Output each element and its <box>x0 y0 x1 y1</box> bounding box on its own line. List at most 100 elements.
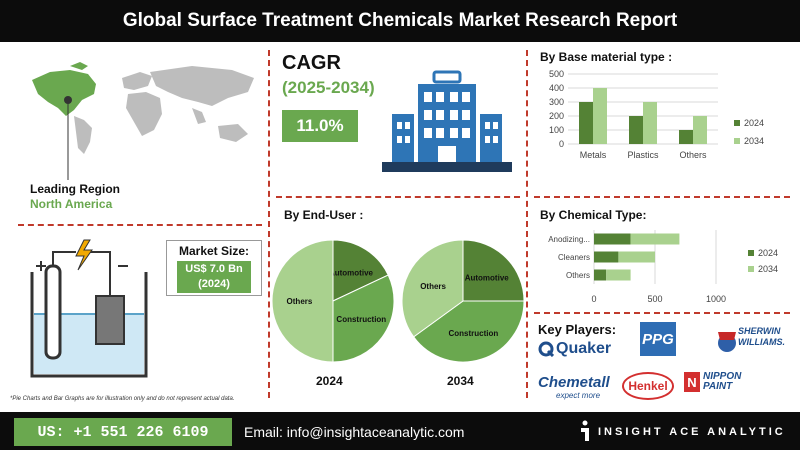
chemical-type-title: By Chemical Type: <box>540 208 647 222</box>
chemetall-logo: Chemetall expect more <box>538 374 610 400</box>
quaker-q-icon <box>538 341 554 357</box>
pie-label-construction: Construction <box>448 329 498 338</box>
pie-label-others: Others <box>420 282 446 291</box>
divider-mid-center <box>276 196 520 198</box>
divider-right <box>526 50 528 398</box>
quaker-logo-text: Quaker <box>556 340 612 357</box>
market-size-value: US$ 7.0 Bn (2024) <box>177 261 251 293</box>
x-tick-label: 1000 <box>706 294 726 304</box>
y-tick-label: 300 <box>549 97 564 107</box>
bar-others-2034 <box>606 269 631 281</box>
bar-anodizing-2024 <box>594 233 631 245</box>
y-tick-label: 500 <box>549 69 564 79</box>
bar-anodizing-2034 <box>630 233 680 245</box>
bar-cleaners-2034 <box>618 251 655 263</box>
x-tick-label: 500 <box>647 294 662 304</box>
nippon-n-icon: N <box>684 372 700 392</box>
ppg-logo: PPG <box>640 322 676 356</box>
market-size-box: Market Size: US$ 7.0 Bn (2024) <box>166 240 262 296</box>
y-tick-label: Others <box>566 271 590 280</box>
x-tick-label: 0 <box>591 294 596 304</box>
divider-lower-right <box>534 312 790 314</box>
bar-plastics-2034 <box>643 102 657 144</box>
y-tick-label: Cleaners <box>558 253 590 262</box>
bar-cleaners-2024 <box>594 251 619 263</box>
pie-slice-others <box>401 239 464 338</box>
sherwin-globe-icon <box>718 332 736 352</box>
bar-metals-2034 <box>593 88 607 144</box>
sherwin-logo-text-2: WILLIAMS. <box>738 337 785 347</box>
cagr-years: (2025-2034) <box>282 78 375 97</box>
x-tick-label: Others <box>679 150 707 160</box>
y-tick-label: 200 <box>549 111 564 121</box>
pie-slice-automotive <box>332 239 389 302</box>
pie-label-automotive: Automotive <box>329 269 374 278</box>
nippon-logo-text-1: NIPPON <box>703 371 742 382</box>
phone-contact[interactable]: US: +1 551 226 6109 <box>14 418 232 446</box>
world-map-graphic <box>32 62 254 154</box>
market-size-label: Market Size: <box>178 244 250 258</box>
key-players-title: Key Players: <box>538 322 617 337</box>
nippon-logo-text-2: PAINT <box>703 381 733 392</box>
market-size-value-amount: US$ 7.0 Bn <box>185 263 243 275</box>
quaker-logo: Quaker <box>538 340 611 358</box>
chemical-type-chart: 0 500 1000 Anodizing... Cleaners Others 2024 20… <box>548 230 778 304</box>
pie-slice-construction <box>332 274 395 363</box>
pie-2034-year: 2034 <box>447 374 474 388</box>
bar-plastics-2024 <box>629 116 643 144</box>
legend-label: 2024 <box>758 248 778 258</box>
legend-swatch-2024 <box>748 250 754 256</box>
leading-region-value: North America <box>30 197 113 211</box>
electroplating-icon <box>30 239 148 378</box>
divider-mid-right <box>534 196 790 198</box>
building-icon <box>382 70 512 172</box>
nippon-paint-logo: N NIPPON PAINT <box>684 372 741 392</box>
chemetall-logo-text: Chemetall <box>538 374 610 391</box>
pie-label-automotive: Automotive <box>465 273 510 282</box>
legend-label: 2024 <box>744 118 764 128</box>
end-user-pie-2034: Automotive Construction Others <box>401 239 525 363</box>
legend-swatch-2024 <box>734 120 740 126</box>
divider-left-mid <box>18 224 262 226</box>
y-tick-label: 400 <box>549 83 564 93</box>
bar-others-2024 <box>679 130 693 144</box>
legend-swatch-2034 <box>734 138 740 144</box>
legend-swatch-2034 <box>748 266 754 272</box>
disclaimer-note: *Pie Charts and Bar Graphs are for illus… <box>10 396 235 402</box>
pie-slice-construction <box>412 300 525 363</box>
bar-metals-2024 <box>579 102 593 144</box>
leading-region-label: Leading Region <box>30 182 120 196</box>
base-material-chart: 0 100 200 300 400 500 Metals Plastics Others 2024… <box>549 69 764 160</box>
pie-label-others: Others <box>287 297 313 306</box>
bar-others-2024 <box>594 269 607 281</box>
page-title: Global Surface Treatment Chemicals Marke… <box>0 0 800 42</box>
email-contact[interactable]: Email: info@insightaceanalytic.com <box>244 424 465 440</box>
end-user-pie-2024: Automotive Construction Others <box>271 239 395 363</box>
market-size-value-year: (2024) <box>198 278 230 290</box>
pie-slice-automotive <box>462 239 525 302</box>
chemetall-tagline: expect more <box>556 391 601 400</box>
base-material-title: By Base material type : <box>540 50 673 64</box>
cagr-value: 11.0% <box>282 110 358 142</box>
region-pointer <box>64 96 72 180</box>
divider-left <box>268 50 270 398</box>
x-tick-label: Metals <box>580 150 607 160</box>
henkel-logo: Henkel <box>622 372 674 400</box>
bar-others-2034 <box>693 116 707 144</box>
y-tick-label: 0 <box>559 139 564 149</box>
brand-name: INSIGHT ACE ANALYTIC <box>598 426 786 438</box>
legend-label: 2034 <box>758 264 778 274</box>
pie-slice-others <box>271 239 334 363</box>
pie-2024-year: 2024 <box>316 374 343 388</box>
ppg-logo-text: PPG <box>642 330 674 348</box>
cagr-label: CAGR <box>282 52 341 74</box>
sherwin-logo-text-1: SHERWIN <box>738 326 781 336</box>
pie-label-construction: Construction <box>336 315 386 324</box>
legend-label: 2034 <box>744 136 764 146</box>
end-user-title: By End-User : <box>284 208 364 222</box>
brand-logo-icon <box>581 420 589 441</box>
y-tick-label: 100 <box>549 125 564 135</box>
henkel-logo-text: Henkel <box>628 379 668 393</box>
y-tick-label: Anodizing... <box>548 235 590 244</box>
x-tick-label: Plastics <box>627 150 659 160</box>
